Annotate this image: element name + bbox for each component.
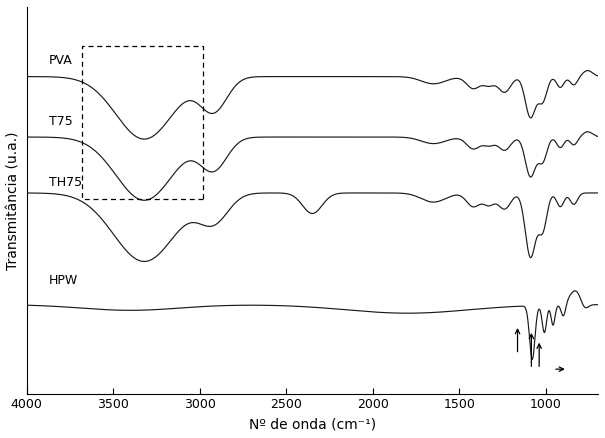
X-axis label: Nº de onda (cm⁻¹): Nº de onda (cm⁻¹) xyxy=(249,417,376,431)
Bar xyxy=(82,46,203,199)
Text: HPW: HPW xyxy=(49,274,78,287)
Text: PVA: PVA xyxy=(49,54,73,67)
Text: TH75: TH75 xyxy=(49,176,82,189)
Text: T75: T75 xyxy=(49,115,73,128)
Y-axis label: Transmitância (u.a.): Transmitância (u.a.) xyxy=(7,131,21,269)
